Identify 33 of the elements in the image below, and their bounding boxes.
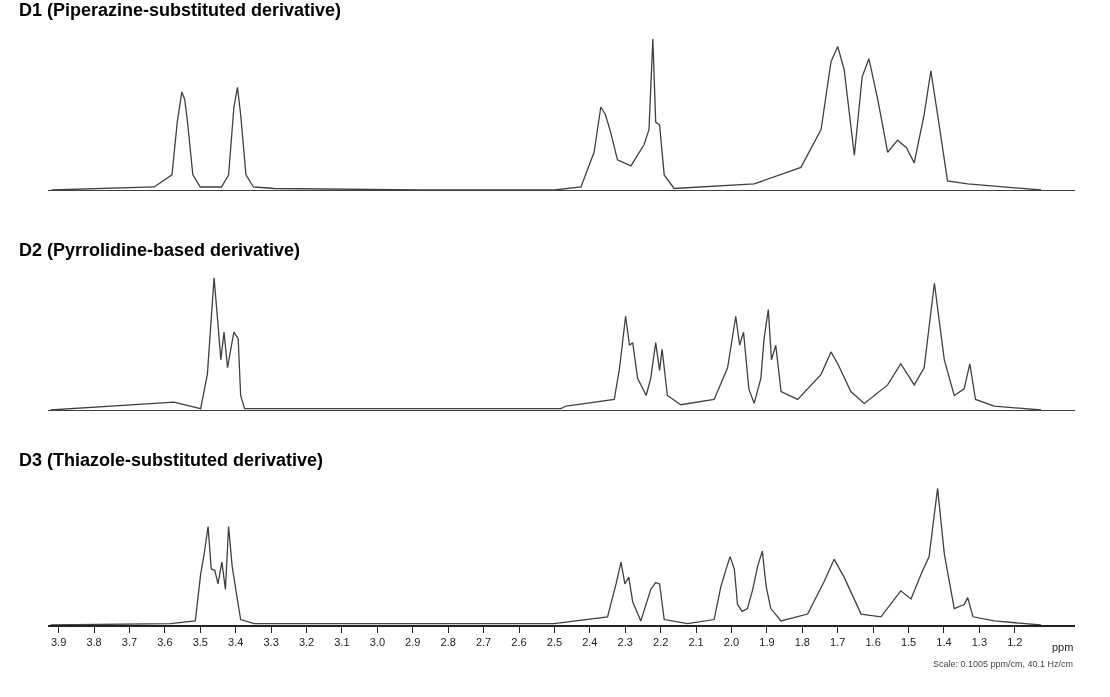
x-tick-label: 2.3: [617, 636, 633, 649]
x-tick-label: 2.9: [405, 636, 421, 649]
x-axis-title: ppm: [1052, 641, 1074, 653]
x-tick-label: 2.2: [653, 636, 669, 649]
text: Scale: 0.1005 ppm/cm, 40.1 Hz/cm: [933, 659, 1074, 669]
x-tick-label: 3.8: [86, 636, 102, 649]
x-tick-label: 2.1: [688, 636, 704, 649]
x-tick-label: 1.4: [936, 636, 952, 649]
chart-title: D1 (Piperazine-substituted derivative): [19, 0, 342, 20]
x-tick-label: 3.4: [228, 636, 244, 649]
x-tick-label: 2.5: [546, 636, 563, 649]
x-tick-label: 1.8: [794, 636, 810, 649]
x-tick-label: 3.7: [121, 636, 138, 649]
x-tick-label: 2.6: [511, 636, 527, 649]
x-tick-label: 3.5: [192, 636, 208, 649]
x-tick-label: 3.6: [157, 636, 173, 649]
x-tick-label: 1.9: [759, 636, 775, 649]
x-tick-label: 3.2: [298, 636, 315, 649]
x-tick-label: 1.6: [865, 636, 881, 649]
x-tick-label: 2.4: [582, 636, 598, 649]
x-tick-label: 1.2: [1007, 636, 1023, 649]
x-tick-label: 2.0: [723, 636, 740, 649]
x-tick-label: 1.7: [830, 636, 846, 649]
chart-title: D2 (Pyrrolidine-based derivative): [19, 240, 301, 260]
x-tick-label: 3.0: [369, 636, 385, 649]
x-tick-label: 3.9: [50, 636, 67, 649]
x-tick-label: 2.8: [440, 636, 456, 649]
chart-title: D3 (Thiazole-substituted derivative): [19, 450, 324, 470]
x-tick-label: 2.7: [475, 636, 492, 649]
x-tick-label: 3.3: [263, 636, 279, 649]
x-tick-label: 1.3: [971, 636, 988, 649]
x-tick-label: 3.1: [334, 636, 350, 649]
x-tick-label: 1.5: [900, 636, 917, 649]
